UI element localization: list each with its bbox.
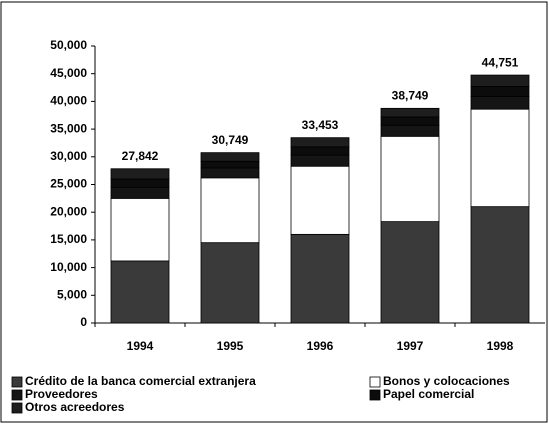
- total-label: 44,751: [482, 55, 519, 69]
- bar-segment: [110, 168, 170, 180]
- x-tick-label: 1996: [307, 339, 334, 353]
- bar-segment: [470, 108, 530, 208]
- y-tick-label: 40,000: [50, 94, 87, 108]
- bar-segment: [470, 96, 530, 110]
- legend-label: Otros acreedores: [25, 400, 125, 414]
- y-tick-label: 25,000: [50, 177, 87, 191]
- y-tick-label: 10,000: [50, 260, 87, 274]
- bar-segment: [200, 167, 260, 179]
- total-label: 33,453: [302, 118, 339, 132]
- legend-swatch: [11, 402, 23, 414]
- legend-label: Crédito de la banca comercial extranjera: [25, 374, 256, 388]
- total-label: 38,749: [392, 89, 429, 103]
- legend-label: Proveedores: [25, 387, 98, 401]
- y-tick-label: 30,000: [50, 149, 87, 163]
- bar-segment: [110, 260, 170, 324]
- legend-swatch: [11, 389, 23, 401]
- bar-segment: [470, 206, 530, 324]
- bar-segment: [290, 165, 350, 235]
- bar-segment: [200, 152, 260, 162]
- bar-segment: [200, 242, 260, 324]
- legend-label: Papel comercial: [383, 387, 474, 401]
- bar-segment: [290, 137, 350, 148]
- legend-swatch: [11, 376, 23, 388]
- x-tick-label: 1997: [397, 339, 424, 353]
- bar-segment: [380, 135, 440, 223]
- x-tick-label: 1998: [487, 339, 514, 353]
- bar-segment: [290, 154, 350, 167]
- y-tick-label: 50,000: [50, 38, 87, 52]
- bar-segment: [380, 221, 440, 324]
- bar-segment: [110, 197, 170, 262]
- x-tick-label: 1994: [127, 339, 154, 353]
- bar-segment: [200, 160, 260, 169]
- y-tick-label: 0: [80, 315, 87, 329]
- legend-label: Bonos y colocaciones: [383, 374, 510, 388]
- bar-segment: [380, 116, 440, 126]
- bar-segment: [290, 233, 350, 324]
- total-label: 27,842: [122, 149, 159, 163]
- bar-segment: [290, 146, 350, 156]
- y-tick-label: 15,000: [50, 232, 87, 246]
- bar-segment: [110, 178, 170, 188]
- bar-segment: [470, 86, 530, 97]
- bar-segment: [380, 124, 440, 137]
- y-tick-label: 35,000: [50, 121, 87, 135]
- bar-segment: [200, 177, 260, 244]
- y-tick-label: 20,000: [50, 204, 87, 218]
- total-label: 30,749: [212, 133, 249, 147]
- bar-segment: [470, 74, 530, 87]
- legend-swatch: [369, 389, 381, 401]
- x-tick-label: 1995: [217, 339, 244, 353]
- legend-swatch: [369, 376, 381, 388]
- bar-segment: [380, 107, 440, 118]
- y-tick-label: 45,000: [50, 66, 87, 80]
- bar-segment: [110, 186, 170, 199]
- y-tick-label: 5,000: [57, 287, 87, 301]
